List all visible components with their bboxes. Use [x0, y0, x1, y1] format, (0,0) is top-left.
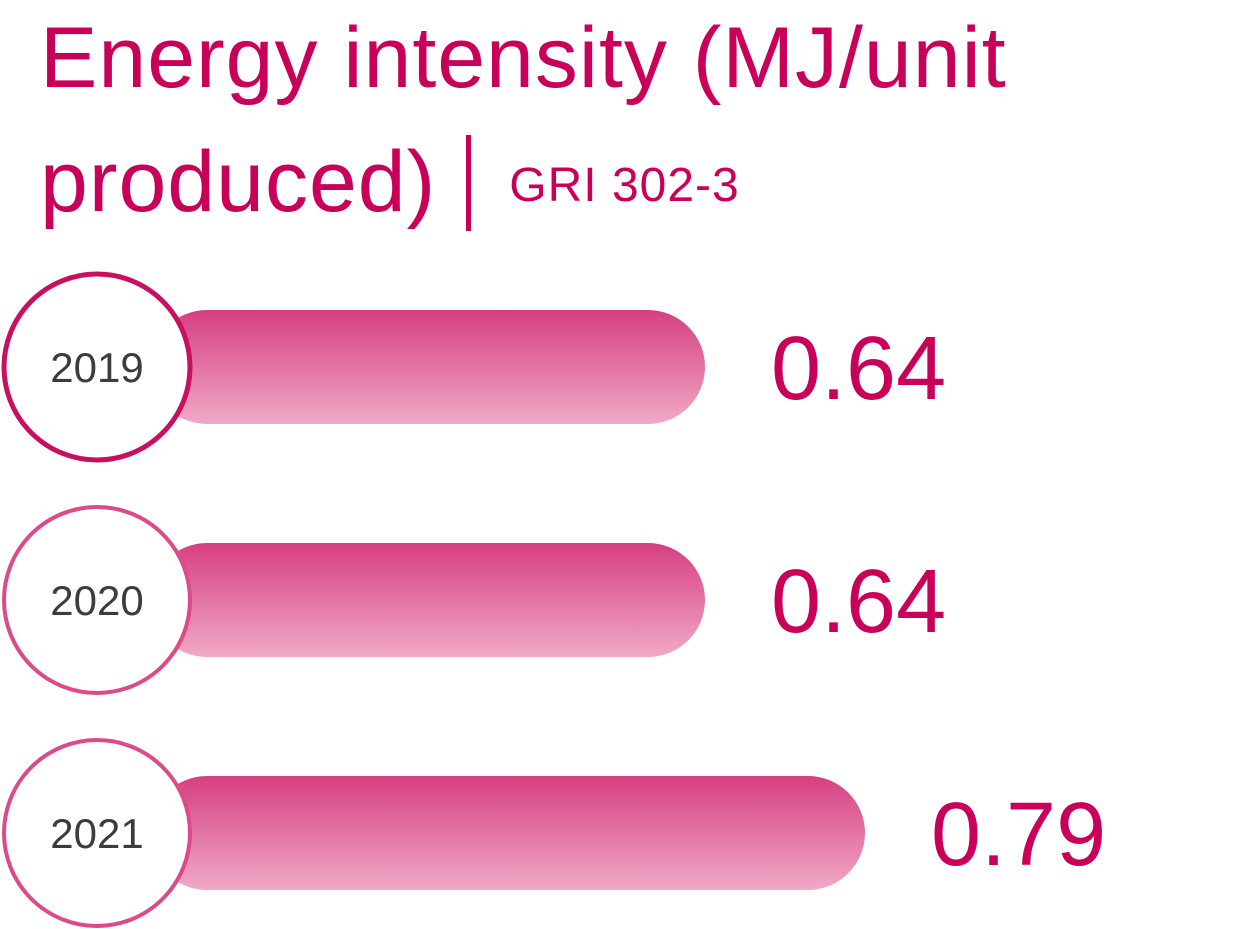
value-label: 0.64 — [771, 552, 946, 652]
year-label: 2019 — [50, 344, 143, 391]
title-line-2-wrapper: produced) GRI 302-3 — [40, 118, 1220, 250]
value-label: 0.79 — [931, 785, 1106, 885]
title-separator — [466, 135, 472, 231]
bar — [150, 543, 705, 657]
value-label: 0.64 — [771, 319, 946, 419]
title-line-1: Energy intensity (MJ/unit — [40, 10, 1007, 106]
title-line-2: produced) — [40, 134, 437, 230]
chart-title: Energy intensity (MJ/unit produced) GRI 3… — [40, 0, 1220, 250]
year-badge-circle — [2, 505, 192, 695]
gri-reference: GRI 302-3 — [509, 159, 740, 212]
year-label: 2021 — [50, 810, 143, 857]
bar — [150, 776, 865, 890]
bar-row-2020: 2020 0.64 — [2, 505, 946, 695]
year-badge-circle — [2, 738, 192, 928]
bar — [150, 310, 705, 424]
bar-row-2019: 2019 0.64 — [1, 271, 946, 463]
bar-row-2021: 2021 0.79 — [2, 738, 1106, 928]
year-label: 2020 — [50, 577, 143, 624]
year-badge-circle — [1, 271, 193, 463]
